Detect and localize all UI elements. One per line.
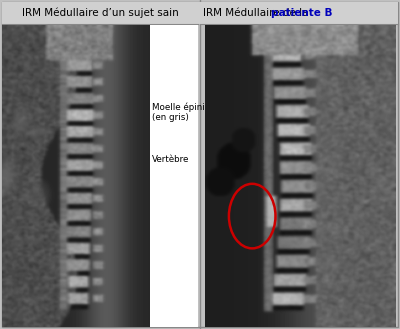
Text: IRM Médullaire d’un sujet sain: IRM Médullaire d’un sujet sain (22, 8, 178, 18)
Text: patiente B: patiente B (271, 8, 332, 18)
Bar (2, 2, 200, 24)
Text: Vertèbre: Vertèbre (152, 156, 189, 164)
Bar (200, 2, 398, 24)
Text: Moelle épinière
(en gris): Moelle épinière (en gris) (152, 102, 219, 122)
Bar (150, 25, 198, 327)
Text: IRM Médullaire de la: IRM Médullaire de la (203, 8, 312, 18)
